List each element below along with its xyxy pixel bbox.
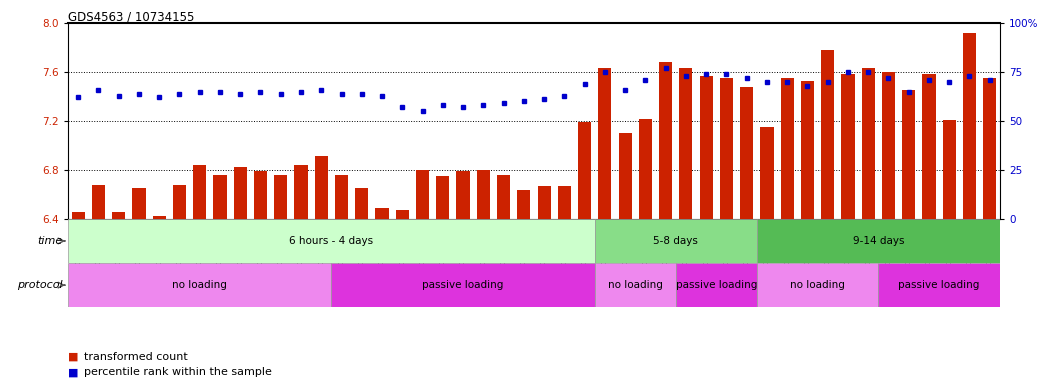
Text: passive loading: passive loading [675, 280, 757, 290]
Bar [437, 176, 449, 219]
Bar [757, 219, 1000, 263]
Bar [476, 170, 490, 219]
Bar [71, 212, 85, 219]
Bar [274, 175, 287, 219]
Bar [595, 263, 675, 307]
Bar [680, 68, 692, 219]
Bar [456, 171, 470, 219]
Bar [659, 62, 672, 219]
Bar [619, 133, 631, 219]
Bar [497, 175, 510, 219]
Bar [376, 208, 388, 219]
Bar [842, 74, 854, 219]
Bar [332, 263, 595, 307]
Bar [922, 74, 936, 219]
Bar [193, 165, 206, 219]
Bar [963, 33, 976, 219]
Text: passive loading: passive loading [898, 280, 980, 290]
Bar [740, 87, 753, 219]
Bar [214, 175, 226, 219]
Bar [335, 175, 348, 219]
Text: percentile rank within the sample: percentile rank within the sample [84, 367, 271, 377]
Text: no loading: no loading [173, 280, 227, 290]
Bar [983, 78, 997, 219]
Bar [173, 185, 186, 219]
Bar [882, 72, 895, 219]
Bar [821, 50, 834, 219]
Text: transformed count: transformed count [84, 352, 187, 362]
Text: GDS4563 / 10734155: GDS4563 / 10734155 [68, 10, 195, 23]
Bar [92, 185, 105, 219]
Bar [315, 156, 328, 219]
Text: no loading: no loading [790, 280, 845, 290]
Bar [760, 127, 774, 219]
Bar [595, 219, 757, 263]
Text: ■: ■ [68, 352, 82, 362]
Bar [68, 219, 595, 263]
Bar [757, 263, 878, 307]
Text: 6 hours - 4 days: 6 hours - 4 days [289, 236, 374, 246]
Text: time: time [38, 236, 63, 246]
Bar [355, 188, 369, 219]
Bar [578, 122, 592, 219]
Bar [537, 186, 551, 219]
Bar [517, 190, 531, 219]
Bar [153, 217, 165, 219]
Bar [294, 165, 308, 219]
Bar [903, 90, 915, 219]
Bar [862, 68, 875, 219]
Text: no loading: no loading [608, 280, 663, 290]
Bar [132, 188, 146, 219]
Text: passive loading: passive loading [422, 280, 504, 290]
Bar [254, 171, 267, 219]
Bar [68, 263, 332, 307]
Bar [720, 78, 733, 219]
Bar [801, 81, 814, 219]
Bar [781, 78, 794, 219]
Bar [416, 170, 429, 219]
Bar [598, 68, 611, 219]
Bar [675, 263, 757, 307]
Text: 5-8 days: 5-8 days [653, 236, 698, 246]
Bar [878, 263, 1000, 307]
Text: ■: ■ [68, 367, 82, 377]
Bar [396, 210, 409, 219]
Bar [942, 120, 956, 219]
Bar [699, 76, 713, 219]
Text: protocol: protocol [17, 280, 63, 290]
Bar [558, 186, 571, 219]
Bar [112, 212, 126, 219]
Bar [639, 119, 652, 219]
Text: 9-14 days: 9-14 days [852, 236, 905, 246]
Bar [233, 167, 247, 219]
